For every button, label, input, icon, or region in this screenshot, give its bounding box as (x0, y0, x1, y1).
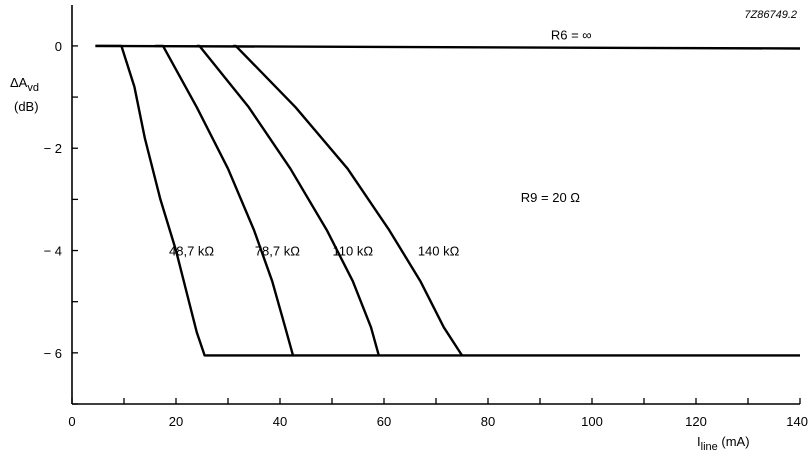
x-tick-label: 60 (377, 414, 391, 429)
x-axis-label-unit: (mA) (718, 434, 750, 449)
annotation-2: R9 = 20 Ω (521, 190, 581, 205)
x-tick-label: 80 (481, 414, 495, 429)
y-axis-label-sub: vd (27, 82, 39, 94)
y-tick-label: − 4 (44, 244, 62, 259)
series-line-2 (95, 44, 800, 357)
reference-code: 7Z86749.2 (744, 9, 797, 21)
curve-label-2: 78,7 kΩ (255, 244, 300, 259)
y-tick-label: − 6 (44, 346, 62, 361)
y-axis-label: ΔAvd (10, 75, 39, 94)
curves (95, 44, 801, 357)
axes (71, 5, 800, 405)
x-axis-label-main: I (697, 434, 701, 449)
y-tick-label: − 2 (44, 141, 62, 156)
y-tick-label: 0 (55, 39, 62, 54)
curve-label-1: 48,7 kΩ (169, 244, 214, 259)
x-tick-label: 0 (68, 414, 75, 429)
curve-label-3: 110 kΩ (333, 244, 374, 259)
series-line-4 (196, 44, 380, 356)
annotation-1: R6 = ∞ (551, 28, 592, 43)
curve-label-4: 140 kΩ (418, 244, 460, 259)
series-line-3 (155, 44, 295, 356)
x-axis-label-sub: line (701, 441, 718, 453)
ticks: 0 − 2 − 4 − 6 0 20 40 60 80 100 120 140 (44, 39, 808, 429)
x-tick-label: 40 (273, 414, 287, 429)
series-line-1 (95, 44, 801, 50)
x-tick-label: 100 (581, 414, 603, 429)
labels: 7Z86749.2 ΔAvd (dB) Iline (mA) 48,7 kΩ 78… (10, 9, 797, 453)
x-tick-label: 140 (786, 414, 808, 429)
y-axis-label-main: ΔA (10, 75, 28, 90)
y-axis-unit: (dB) (14, 99, 39, 114)
x-axis-label: Iline (mA) (697, 434, 750, 453)
series-line-5 (233, 44, 464, 357)
x-tick-label: 20 (169, 414, 183, 429)
x-tick-label: 120 (685, 414, 707, 429)
